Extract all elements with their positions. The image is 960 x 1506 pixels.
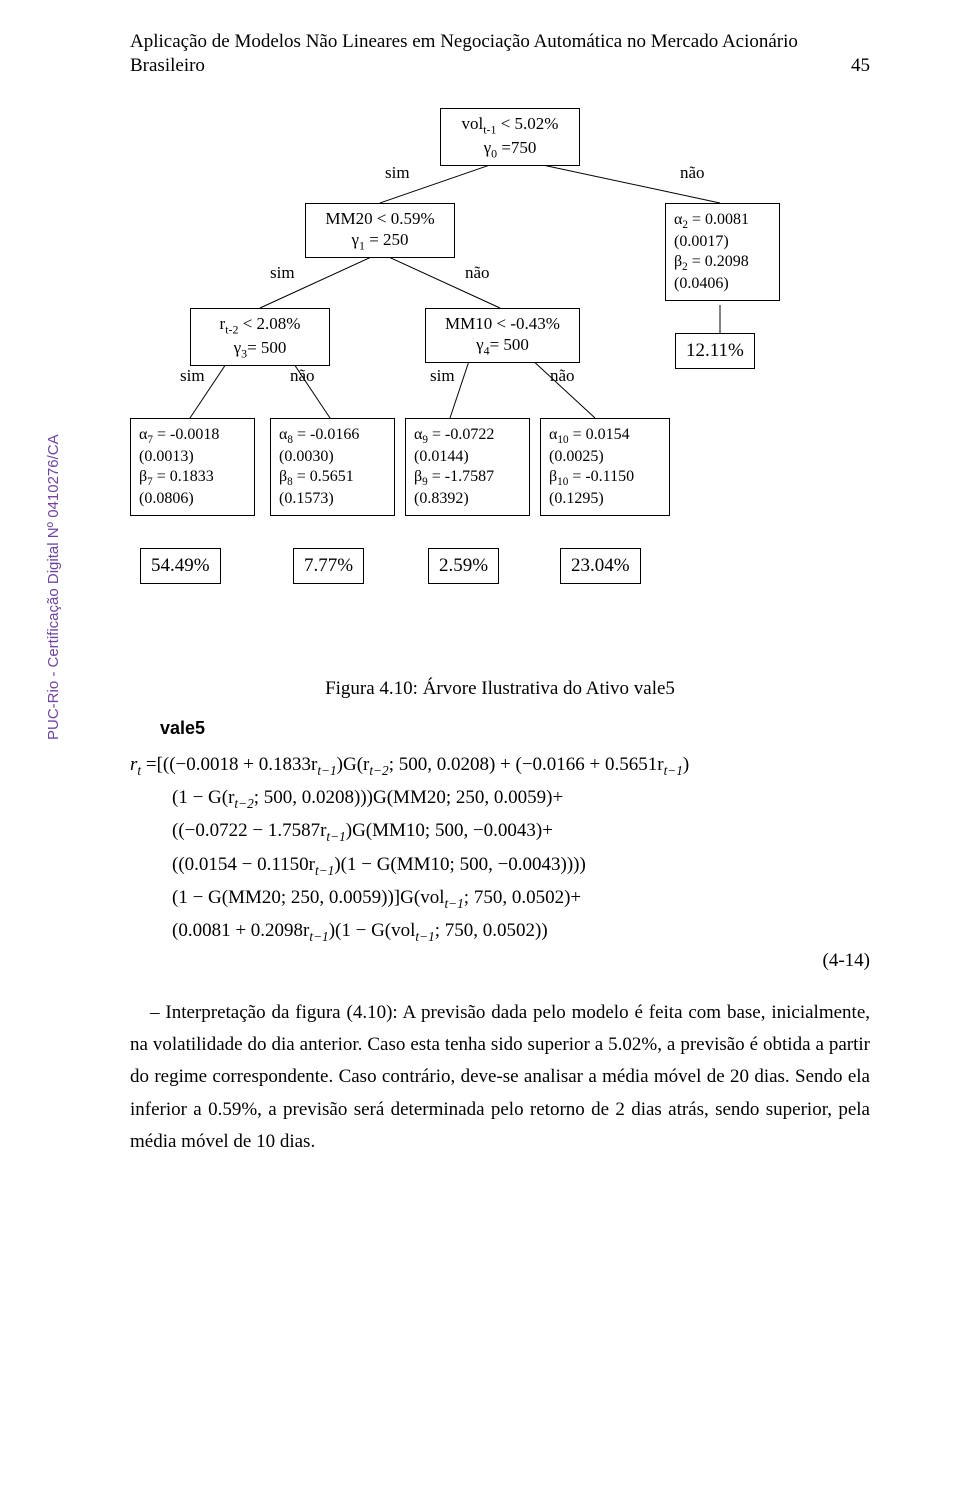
pct-7: 54.49%: [140, 548, 221, 584]
leaf-10: α10 = 0.0154 (0.0025) β10 = -0.1150 (0.1…: [540, 418, 670, 516]
leaf-7: α7 = -0.0018 (0.0013) β7 = 0.1833 (0.080…: [130, 418, 255, 516]
paragraph-text: – Interpretação da figura (4.10): A prev…: [130, 1002, 870, 1152]
lbl-nao-4: não: [550, 366, 575, 386]
pct-10: 23.04%: [560, 548, 641, 584]
page-header: Aplicação de Modelos Não Lineares em Neg…: [130, 30, 870, 78]
mm10-l1: MM10 < -0.43%: [445, 314, 560, 333]
leaf-2: α2 = 0.0081 (0.0017) β2 = 0.2098 (0.0406…: [665, 203, 780, 301]
root-l1: volt-1 < 5.02%: [462, 114, 559, 133]
node-rt2: rt-2 < 2.08% γ3= 500: [190, 308, 330, 367]
tree-diagram: volt-1 < 5.02% γ0 =750 sim não MM20 < 0.…: [130, 108, 870, 648]
node-mm10: MM10 < -0.43% γ4= 500: [425, 308, 580, 364]
lbl-nao-3: não: [290, 366, 315, 386]
lbl-sim-1: sim: [385, 163, 410, 183]
leaf-9: α9 = -0.0722 (0.0144) β9 = -1.7587 (0.83…: [405, 418, 530, 516]
eq-line6: (0.0081 + 0.2098rt−1)(1 − G(volt−1; 750,…: [172, 915, 870, 948]
eq-line5: (1 − G(MM20; 250, 0.0059))]G(volt−1; 750…: [172, 882, 870, 915]
lbl-sim-4: sim: [430, 366, 455, 386]
pct-2: 12.11%: [675, 333, 755, 369]
lbl-sim-2: sim: [270, 263, 295, 283]
node-mm20: MM20 < 0.59% γ1 = 250: [305, 203, 455, 259]
mm10-l2: γ4= 500: [476, 335, 529, 354]
page-container: Aplicação de Modelos Não Lineares em Neg…: [0, 0, 960, 1506]
leaf-8: α8 = -0.0166 (0.0030) β8 = 0.5651 (0.157…: [270, 418, 395, 516]
equation-number: (4-14): [823, 945, 870, 977]
node-root: volt-1 < 5.02% γ0 =750: [440, 108, 580, 167]
eq-line2: (1 − G(rt−2; 500, 0.0208)))G(MM20; 250, …: [172, 782, 870, 815]
mm20-l2: γ1 = 250: [351, 230, 408, 249]
eq-line1: rt =[((−0.0018 + 0.1833rt−1)G(rt−2; 500,…: [130, 749, 870, 782]
vale5-label: vale5: [160, 718, 870, 739]
tree-connectors: [130, 108, 870, 648]
root-l2: γ0 =750: [484, 138, 537, 157]
mm20-l1: MM20 < 0.59%: [325, 209, 434, 228]
eq-line3: ((−0.0722 − 1.7587rt−1)G(MM10; 500, −0.0…: [172, 815, 870, 848]
page-number: 45: [851, 54, 870, 78]
header-title: Aplicação de Modelos Não Lineares em Neg…: [130, 30, 798, 78]
lbl-sim-3: sim: [180, 366, 205, 386]
figure-caption: Figura 4.10: Árvore Ilustrativa do Ativo…: [130, 678, 870, 700]
eq-line4: ((0.0154 − 0.1150rt−1)(1 − G(MM10; 500, …: [172, 849, 870, 882]
certification-sidetext: PUC-Rio - Certificação Digital Nº 041027…: [45, 434, 62, 740]
header-line2: Brasileiro: [130, 55, 205, 76]
rt2-l2: γ3= 500: [234, 338, 287, 357]
interpretation-paragraph: – Interpretação da figura (4.10): A prev…: [130, 997, 870, 1158]
header-line1: Aplicação de Modelos Não Lineares em Neg…: [130, 31, 798, 52]
pct-9: 2.59%: [428, 548, 499, 584]
lbl-nao-2: não: [465, 263, 490, 283]
equation-block: rt =[((−0.0018 + 0.1833rt−1)G(rt−2; 500,…: [130, 749, 870, 977]
pct-8: 7.77%: [293, 548, 364, 584]
rt2-l1: rt-2 < 2.08%: [220, 314, 301, 333]
lbl-nao-1: não: [680, 163, 705, 183]
